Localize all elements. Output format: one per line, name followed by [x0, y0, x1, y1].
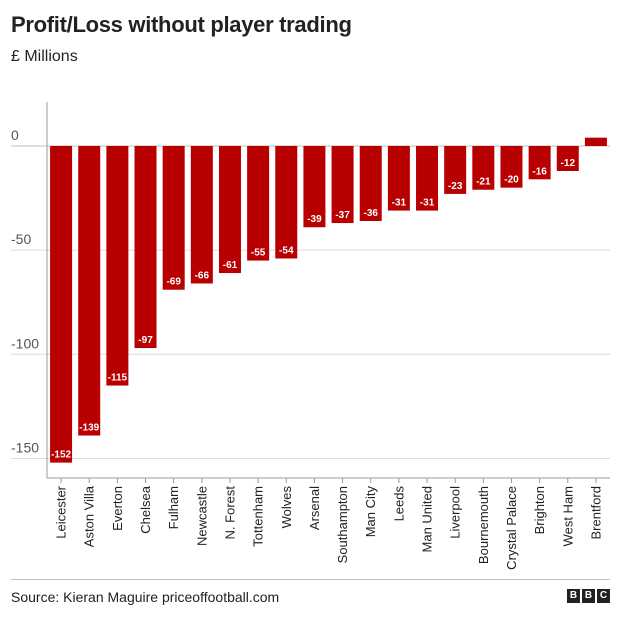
bbc-logo: B B C [567, 589, 610, 603]
bar [190, 146, 213, 284]
y-tick-label: -50 [11, 231, 31, 247]
bar [134, 146, 157, 349]
bar [387, 146, 410, 211]
bar-data-label: -69 [166, 277, 181, 288]
x-category-label: Newcastle [194, 486, 209, 546]
logo-letter-b1: B [567, 589, 580, 603]
x-category-label: Brighton [532, 486, 547, 534]
x-category-label: Bournemouth [476, 486, 491, 564]
bar [50, 146, 73, 463]
bar [331, 146, 354, 224]
bar-data-label: -55 [251, 248, 266, 259]
bar-data-label: -21 [476, 177, 491, 188]
x-category-label: Arsenal [307, 486, 322, 530]
bar-data-label: -66 [195, 270, 210, 281]
source-note: Source: Kieran Maguire priceoffootball.c… [11, 589, 280, 605]
bar [162, 146, 185, 290]
bar [528, 146, 551, 180]
bar [303, 146, 326, 228]
bar-data-label: -97 [138, 335, 153, 346]
bar-data-label: -20 [504, 175, 519, 186]
bar-data-label: -39 [307, 214, 322, 225]
y-tick-label: -100 [11, 335, 39, 351]
bar [359, 146, 382, 221]
x-category-label: Crystal Palace [504, 486, 519, 570]
x-category-label: Tottenham [251, 486, 266, 547]
bar [106, 146, 129, 386]
x-category-label: N. Forest [222, 486, 237, 540]
x-category-label: West Ham [560, 486, 575, 546]
bar-data-label: -12 [561, 158, 576, 169]
logo-letter-b2: B [582, 589, 595, 603]
x-category-label: Wolves [279, 486, 294, 529]
bar [416, 146, 439, 211]
bar [472, 146, 495, 190]
bar [500, 146, 523, 188]
bar-data-label: -23 [448, 181, 463, 192]
bar-data-label: -31 [420, 198, 435, 209]
bar-data-label: -37 [335, 210, 350, 221]
chart-subtitle: £ Millions [11, 48, 78, 65]
bar [584, 137, 607, 146]
x-category-label: Man United [420, 486, 435, 552]
x-category-label: Chelsea [138, 485, 153, 533]
chart-title: Profit/Loss without player trading [11, 12, 352, 37]
bar-data-label: -54 [279, 245, 294, 256]
bar-data-label: -139 [79, 423, 99, 434]
x-category-label: Fulham [166, 486, 181, 529]
x-category-label: Brentford [588, 486, 603, 539]
x-category-label: Aston Villa [82, 485, 97, 547]
footer-divider [11, 579, 610, 580]
x-category-label: Leeds [391, 486, 406, 522]
x-category-label: Man City [363, 486, 378, 538]
bar-chart: 0 -50 -100 -150 -152 Leicester -139 Aston Villa… [11, 102, 610, 570]
x-category-label: Leicester [54, 485, 69, 538]
bar [247, 146, 270, 261]
bar-data-label: -36 [363, 208, 378, 219]
y-tick-label: 0 [11, 127, 19, 143]
x-category-label: Liverpool [448, 486, 463, 539]
bar-data-label: -152 [51, 450, 71, 461]
bar [218, 146, 241, 274]
bar [78, 146, 101, 436]
bar-data-label: -16 [532, 166, 547, 177]
bar-data-label: -31 [392, 198, 407, 209]
bar [275, 146, 298, 259]
bar [556, 146, 579, 171]
x-category-label: Southampton [335, 486, 350, 563]
bar-data-label: -115 [108, 373, 128, 384]
x-category-label: Everton [110, 486, 125, 531]
bar-data-label: -61 [223, 260, 238, 271]
y-tick-label: -150 [11, 439, 39, 455]
logo-letter-c: C [597, 589, 610, 603]
bar [444, 146, 467, 194]
